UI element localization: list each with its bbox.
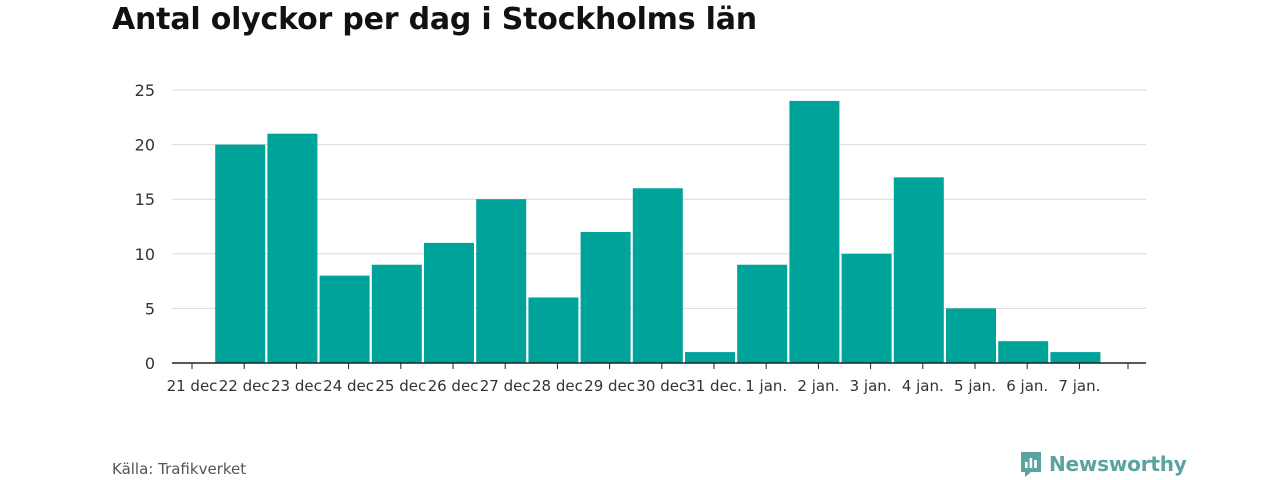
bar [528, 297, 579, 363]
bar [685, 352, 735, 363]
x-tick-label: 27 dec [480, 377, 531, 395]
y-tick-label: 25 [135, 81, 155, 100]
bar [737, 264, 788, 363]
x-axis [172, 362, 1146, 369]
x-tick-label: 6 jan. [1006, 377, 1048, 395]
bar [1050, 352, 1101, 363]
chart-title: Antal olyckor per dag i Stockholms län [112, 2, 757, 37]
bar [789, 100, 840, 364]
bar [998, 341, 1049, 363]
bar [319, 275, 370, 363]
x-tick-label: 30 dec [636, 377, 687, 395]
x-tick-label: 2 jan. [797, 377, 839, 395]
bar-chart-speech-bubble-icon [1021, 452, 1041, 477]
x-tick-label: 4 jan. [902, 377, 944, 395]
x-tick-label: 28 dec [532, 377, 583, 395]
x-tick-label: 3 jan. [850, 377, 892, 395]
bar [632, 188, 683, 363]
bar [267, 133, 318, 363]
x-tick-label: 22 dec [219, 377, 270, 395]
y-tick-label: 10 [135, 245, 155, 264]
x-tick-label: 23 dec [271, 377, 322, 395]
bar [946, 308, 996, 363]
x-tick-label: 7 jan. [1058, 377, 1100, 395]
y-tick-label: 5 [145, 299, 155, 318]
y-tick-label: 15 [135, 190, 155, 209]
bar [580, 231, 631, 363]
x-tick-label: 25 dec [375, 377, 426, 395]
bar [476, 199, 527, 363]
brand-logo: Newsworthy [1019, 450, 1187, 478]
y-tick-label: 20 [135, 136, 155, 155]
bar [424, 242, 474, 363]
x-tick-label: 29 dec [584, 377, 635, 395]
x-tick-label: 26 dec [428, 377, 479, 395]
x-tick-label: 24 dec [323, 377, 374, 395]
source-note: Källa: Trafikverket [112, 460, 247, 478]
x-tick-label: 5 jan. [954, 377, 996, 395]
bar [893, 177, 944, 363]
y-tick-label: 0 [145, 354, 155, 373]
bar-chart: 0 5 10 15 20 25 21 dec 22 dec 23 dec 24 dec 25 de… [135, 81, 1146, 395]
bar [215, 144, 266, 363]
bars [215, 100, 1101, 364]
x-tick-label: 21 dec [167, 377, 218, 395]
y-axis: 0 5 10 15 20 25 [135, 81, 155, 373]
x-tick-labels: 21 dec 22 dec 23 dec 24 dec 25 dec 26 dec 27 d… [167, 377, 1101, 395]
x-tick-label: 1 jan. [745, 377, 787, 395]
bar [371, 264, 422, 363]
brand-name: Newsworthy [1049, 452, 1187, 476]
bar [841, 253, 892, 363]
x-tick-label: 31 dec. [686, 377, 742, 395]
